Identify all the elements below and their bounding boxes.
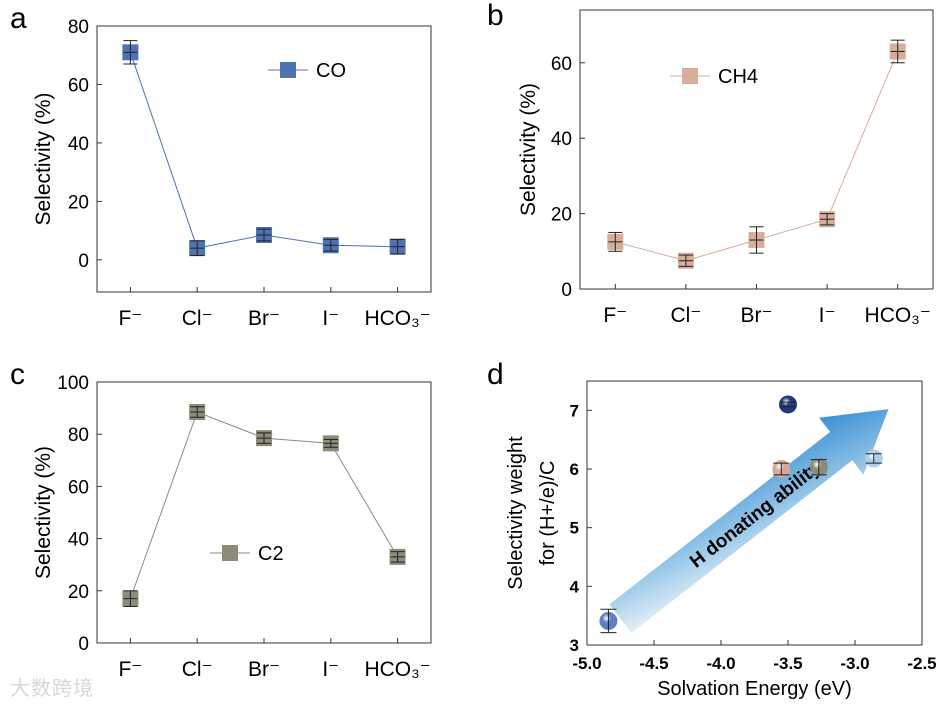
x-tick-label: Cl⁻ [670, 304, 701, 327]
y-tick-label: 20 [68, 192, 89, 213]
y-axis-label: for (H+/e)/C [537, 460, 559, 565]
y-tick-label: 60 [68, 477, 89, 498]
y-axis-label: Selectivity (%) [517, 83, 540, 216]
x-tick-label: -4.0 [706, 654, 735, 673]
y-tick-label: 0 [78, 251, 89, 272]
x-tick-label: F⁻ [118, 658, 142, 681]
panel-label-b: b [487, 0, 504, 32]
x-tick-label: Br⁻ [248, 658, 280, 681]
x-tick-label: Cl⁻ [182, 658, 213, 681]
x-tick-label: -3.5 [773, 654, 802, 673]
panel-label-c: c [10, 358, 25, 391]
x-tick-label: -4.5 [639, 654, 668, 673]
x-tick-label: HCO₃⁻ [865, 304, 931, 327]
y-tick-label: 100 [57, 373, 89, 394]
x-axis-label: Solvation Energy (eV) [657, 678, 852, 700]
x-tick-label: F⁻ [118, 307, 142, 330]
y-tick-label: 80 [68, 425, 89, 446]
y-tick-label: 7 [570, 401, 579, 420]
x-tick-label: Cl⁻ [182, 307, 213, 330]
legend-label: CH4 [718, 66, 758, 88]
y-tick-label: 80 [68, 17, 89, 38]
y-tick-label: 0 [561, 280, 572, 301]
x-tick-label: Br⁻ [248, 307, 280, 330]
x-tick-label: -2.5 [907, 654, 936, 673]
y-tick-label: 60 [68, 75, 89, 96]
y-tick-label: 20 [68, 582, 89, 603]
plot-frame-d [586, 380, 923, 646]
series-line [129, 52, 398, 249]
panel-label-d: d [487, 358, 504, 391]
x-tick-label: -5.0 [572, 654, 601, 673]
arrow-label: H donating ability [686, 457, 825, 572]
x-tick-label: Br⁻ [740, 304, 772, 327]
watermark: 大数跨境 [10, 678, 94, 700]
plot-frame-c [96, 381, 432, 644]
y-tick-label: 0 [78, 634, 89, 655]
legend-label: CO [316, 60, 346, 82]
y-tick-label: 6 [570, 460, 579, 479]
y-tick-label: 3 [570, 636, 579, 655]
plot-frame-a [96, 25, 432, 293]
x-tick-label: HCO₃⁻ [364, 658, 430, 681]
x-tick-label: I⁻ [819, 304, 836, 327]
y-axis-label: Selectivity (%) [32, 446, 55, 579]
y-axis-label: Selectivity weight [505, 436, 527, 590]
y-axis-label: Selectivity (%) [32, 92, 55, 225]
x-tick-label: I⁻ [322, 307, 339, 330]
y-tick-label: 20 [551, 205, 572, 226]
panel-label-a: a [10, 2, 27, 35]
y-tick-label: 40 [68, 530, 89, 551]
y-tick-label: 40 [68, 134, 89, 155]
y-tick-label: 5 [570, 519, 579, 538]
x-tick-label: HCO₃⁻ [364, 307, 430, 330]
y-tick-label: 40 [551, 129, 572, 150]
arrow-annotation: H donating ability [609, 409, 889, 633]
legend-marker [222, 545, 238, 561]
x-tick-label: I⁻ [322, 658, 339, 681]
y-tick-label: 4 [570, 577, 580, 596]
legend-marker [682, 68, 698, 84]
legend-label: C2 [258, 543, 284, 565]
legend-marker [280, 62, 296, 78]
x-tick-label: F⁻ [603, 304, 627, 327]
y-tick-label: 60 [551, 54, 572, 75]
x-tick-label: -3.0 [840, 654, 869, 673]
